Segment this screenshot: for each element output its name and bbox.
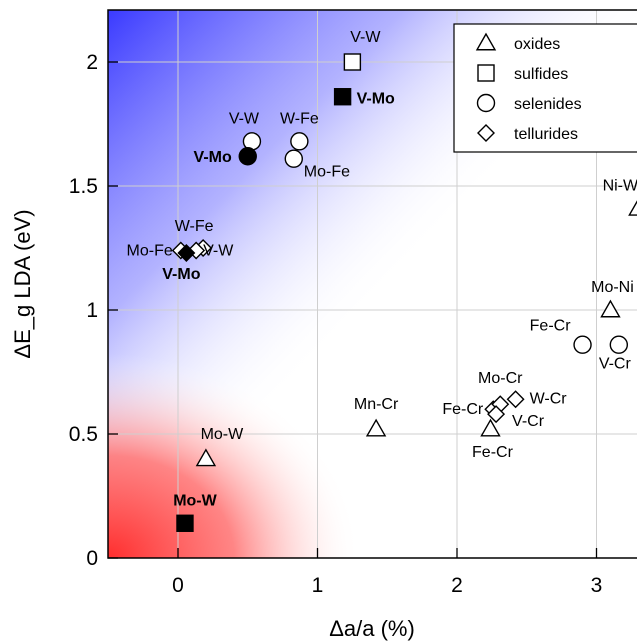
legend-label-2: selenides xyxy=(514,96,582,113)
axis-ticks: 0 1 2 3 0 0.5 1 1.5 2 xyxy=(69,51,603,597)
y-tick-label-1: 0.5 xyxy=(69,423,98,446)
series-tellurides: Mo-FeW-Fe V-WV-Mo Fe-Cr Mo-Cr W-Cr V-Cr xyxy=(127,218,568,430)
red-region xyxy=(108,250,488,558)
series-selenides: V-W V-Mo W-Fe Mo-Fe Fe-Cr V-Cr xyxy=(194,110,632,372)
point-label-selenides-0: V-W xyxy=(229,110,260,127)
point-label-selenides-4: Fe-Cr xyxy=(530,318,572,335)
point-label-tellurides-0: Mo-Fe xyxy=(127,242,173,259)
point-selenides-3 xyxy=(284,149,303,168)
point-label-oxides-2: Fe-Cr xyxy=(472,444,514,461)
point-oxides-2 xyxy=(480,418,501,437)
point-label-tellurides-1: W-Fe xyxy=(175,218,214,235)
x-tick-label-1: 1 xyxy=(312,574,324,597)
point-sulfides-1 xyxy=(333,88,352,106)
x-axis-label: Δa/a (%) xyxy=(329,616,415,641)
y-tick-label-2: 1 xyxy=(86,299,98,322)
legend-label-3: tellurides xyxy=(514,126,578,143)
point-tellurides-7 xyxy=(487,405,506,424)
legend-marker-1 xyxy=(477,64,495,82)
y-tick-label-4: 2 xyxy=(86,51,98,74)
point-label-tellurides-3: V-Mo xyxy=(162,266,200,283)
point-tellurides-3 xyxy=(177,243,196,262)
legend-marker-2 xyxy=(476,93,496,113)
point-oxides-3 xyxy=(600,299,621,318)
point-oxides-1 xyxy=(365,418,387,437)
series-oxides: Mo-W Mn-Cr Fe-Cr Mo-Ni Ni-W xyxy=(195,177,637,467)
legend-label-0: oxides xyxy=(514,36,560,53)
point-label-sulfides-1: V-Mo xyxy=(357,91,395,108)
series-sulfides: V-W V-Mo Mo-W xyxy=(173,29,395,532)
y-tick-label-0: 0 xyxy=(86,547,98,570)
point-label-sulfides-2: Mo-W xyxy=(173,492,217,509)
point-label-tellurides-7: V-Cr xyxy=(512,413,545,430)
point-sulfides-2 xyxy=(176,514,194,532)
point-oxides-0 xyxy=(195,448,217,467)
point-tellurides-6 xyxy=(506,390,525,409)
point-label-tellurides-6: W-Cr xyxy=(530,390,568,407)
point-sulfides-0 xyxy=(343,53,362,71)
point-oxides-4 xyxy=(628,200,637,216)
x-tick-label-2: 2 xyxy=(451,574,463,597)
point-selenides-4 xyxy=(573,335,592,354)
point-label-selenides-5: V-Cr xyxy=(599,356,632,373)
point-label-selenides-3: Mo-Fe xyxy=(304,164,350,181)
point-label-selenides-1: V-Mo xyxy=(194,149,232,166)
legend-label-1: sulfides xyxy=(514,66,568,83)
y-tick-label-3: 1.5 xyxy=(69,175,98,198)
point-label-oxides-1: Mn-Cr xyxy=(354,396,399,413)
point-label-tellurides-5: Mo-Cr xyxy=(478,370,523,387)
x-tick-label-3: 3 xyxy=(591,574,603,597)
legend-marker-3 xyxy=(477,124,495,142)
point-tellurides-2 xyxy=(187,241,206,260)
data-points: Mo-WMn-CrFe-CrMo-NiNi-WV-WV-MoMo-WV-WV-M… xyxy=(127,29,637,532)
point-label-selenides-2: W-Fe xyxy=(280,110,319,127)
legend: oxides sulfides selenides tellurides xyxy=(453,23,637,153)
point-selenides-2 xyxy=(290,132,309,151)
point-label-tellurides-2: V-W xyxy=(203,242,234,259)
point-label-sulfides-0: V-W xyxy=(350,29,381,46)
plot-frame xyxy=(107,9,637,559)
point-label-tellurides-4: Fe-Cr xyxy=(442,401,484,418)
point-label-oxides-0: Mo-W xyxy=(201,426,245,443)
point-label-oxides-3: Mo-Ni xyxy=(591,279,634,296)
point-selenides-1 xyxy=(238,147,257,166)
point-label-oxides-4: Ni-W xyxy=(603,177,637,194)
x-tick-label-0: 0 xyxy=(172,574,184,597)
point-selenides-5 xyxy=(609,335,629,354)
y-axis-label: ΔE_g LDA (eV) xyxy=(10,209,35,358)
legend-marker-0 xyxy=(475,32,497,51)
